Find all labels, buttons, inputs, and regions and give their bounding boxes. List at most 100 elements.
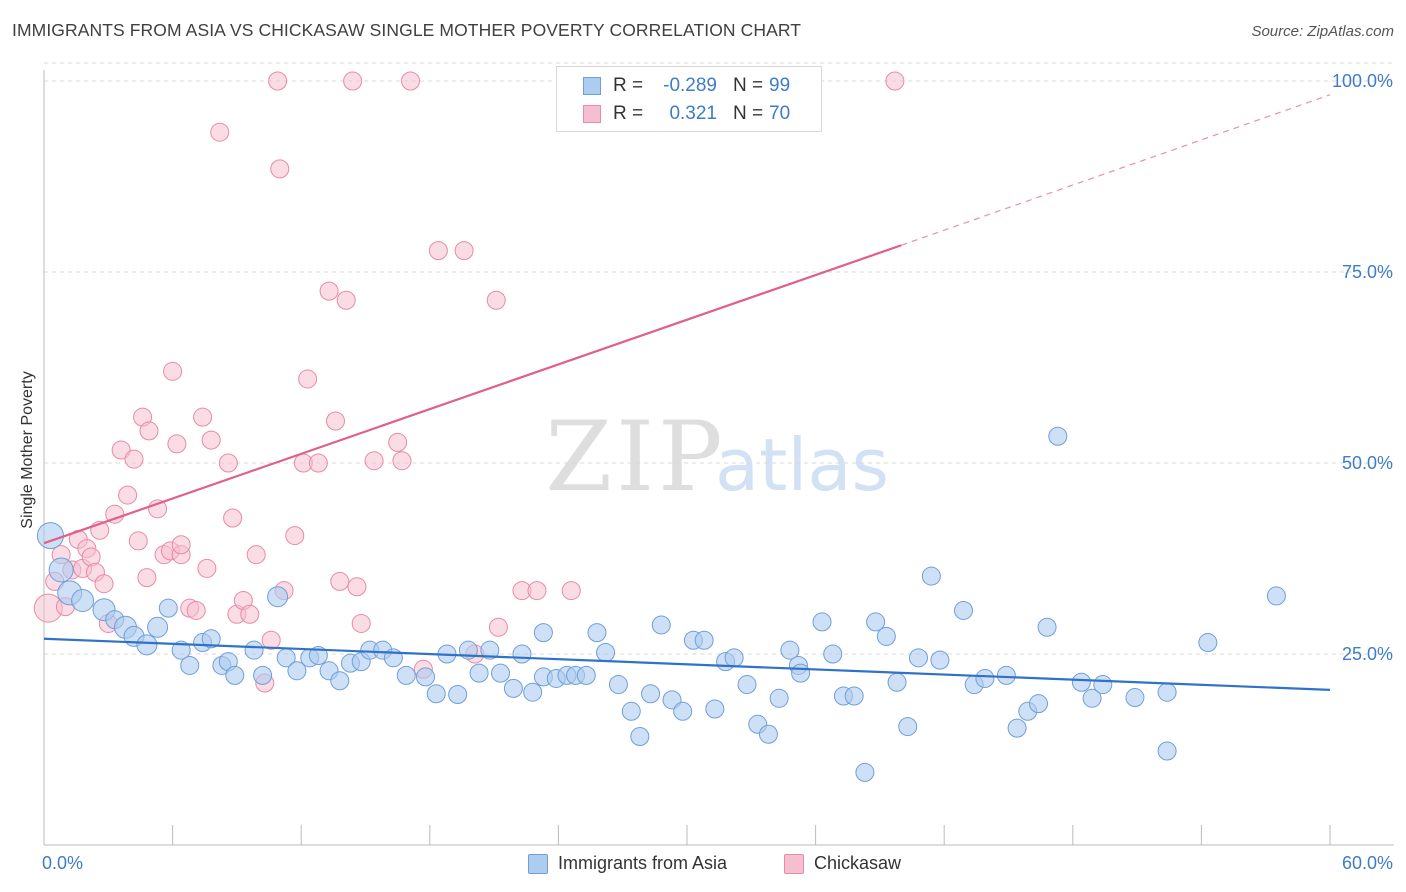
- chickasaw-points: [33, 71, 905, 693]
- data-point-asia: [898, 717, 918, 737]
- data-point-asia: [225, 665, 245, 685]
- data-point-chickasaw: [218, 453, 238, 473]
- axes: [43, 70, 1394, 846]
- data-point-chickasaw: [105, 504, 125, 524]
- data-point-chickasaw: [137, 568, 157, 588]
- data-point-asia: [758, 724, 778, 744]
- legend-swatch-pink: [784, 854, 804, 874]
- data-point-asia: [1007, 718, 1027, 738]
- data-point-asia: [1082, 688, 1102, 708]
- data-point-asia: [71, 589, 95, 613]
- data-point-chickasaw: [885, 71, 905, 91]
- legend: Immigrants from Asia Chickasaw: [0, 850, 1406, 880]
- x-tick-label-max: 60.0%: [1342, 853, 1393, 873]
- data-point-chickasaw: [319, 281, 339, 301]
- data-point-asia: [621, 701, 641, 721]
- trend-lines: [43, 94, 1331, 692]
- data-point-asia: [587, 623, 607, 643]
- data-point-asia: [823, 644, 843, 664]
- data-point-asia: [491, 663, 511, 683]
- data-point-asia: [866, 612, 886, 632]
- data-point-chickasaw: [210, 122, 230, 142]
- n-value: 70: [769, 103, 791, 124]
- data-point-chickasaw: [139, 421, 159, 441]
- n-value: 99: [769, 75, 791, 96]
- data-point-asia: [855, 762, 875, 782]
- data-point-asia: [1266, 586, 1286, 606]
- y-tick-label: 75.0%: [1342, 262, 1393, 282]
- legend-label-asia: Immigrants from Asia: [558, 853, 728, 873]
- data-point-asia: [136, 634, 158, 656]
- asia-points: [36, 426, 1286, 782]
- x-tick-label-min: 0.0%: [42, 853, 83, 873]
- data-point-asia: [448, 684, 468, 704]
- data-point-asia: [641, 684, 661, 704]
- data-point-chickasaw: [392, 451, 412, 471]
- data-point-asia: [533, 623, 553, 643]
- data-point-asia: [36, 522, 64, 550]
- watermark-atlas: atlas: [715, 423, 889, 507]
- data-point-asia: [930, 650, 950, 670]
- data-point-asia: [512, 644, 532, 664]
- data-point-asia: [908, 648, 928, 668]
- data-point-chickasaw: [298, 369, 318, 389]
- data-point-asia: [1037, 617, 1057, 637]
- data-point-chickasaw: [261, 630, 281, 650]
- y-tick-label: 100.0%: [1332, 71, 1393, 91]
- data-point-asia: [287, 661, 307, 681]
- data-point-asia: [876, 626, 896, 646]
- trend-line-chickasaw: [43, 244, 902, 545]
- n-label: N =: [733, 75, 764, 96]
- data-point-asia: [996, 665, 1016, 685]
- stats-row-blue: R = -0.289 N = 99: [557, 73, 821, 101]
- data-point-chickasaw: [193, 407, 213, 427]
- data-point-asia: [705, 699, 725, 719]
- data-point-asia: [1093, 675, 1113, 695]
- data-point-asia: [737, 675, 757, 695]
- data-point-asia: [651, 615, 671, 635]
- data-point-asia: [1071, 672, 1091, 692]
- y-axis-label: Single Mother Poverty: [19, 371, 36, 529]
- data-point-chickasaw: [454, 241, 474, 261]
- y-axis-label-wrap: Single Mother Poverty: [16, 250, 40, 650]
- data-point-asia: [887, 672, 907, 692]
- stats-box: R = -0.289 N = 99 R = 0.321 N = 70: [556, 66, 822, 132]
- data-point-asia: [416, 667, 436, 687]
- data-point-asia: [812, 612, 832, 632]
- data-point-asia: [576, 665, 596, 685]
- data-point-chickasaw: [186, 600, 206, 620]
- n-label: N =: [733, 103, 764, 124]
- data-point-asia: [480, 640, 500, 660]
- data-point-chickasaw: [364, 451, 384, 471]
- data-point-asia: [724, 648, 744, 668]
- data-point-asia: [791, 663, 811, 683]
- data-point-chickasaw: [240, 604, 260, 624]
- data-point-chickasaw: [111, 440, 131, 460]
- data-point-asia: [396, 665, 416, 685]
- data-point-chickasaw: [171, 535, 191, 555]
- r-label: R =: [613, 75, 644, 96]
- data-point-chickasaw: [197, 558, 217, 578]
- data-point-asia: [1029, 694, 1049, 714]
- data-point-chickasaw: [325, 411, 345, 431]
- data-point-asia: [769, 688, 789, 708]
- data-point-asia: [608, 675, 628, 695]
- data-point-asia: [673, 701, 693, 721]
- data-point-asia: [244, 640, 264, 660]
- gridlines: [44, 62, 1394, 655]
- data-point-asia: [503, 678, 523, 698]
- r-value: 0.321: [669, 103, 717, 124]
- data-point-asia: [158, 598, 178, 618]
- data-point-chickasaw: [270, 159, 290, 179]
- data-point-asia: [630, 727, 650, 747]
- data-point-chickasaw: [527, 581, 547, 601]
- y-tick-label: 25.0%: [1342, 644, 1393, 664]
- data-point-chickasaw: [223, 508, 243, 528]
- data-point-chickasaw: [118, 485, 138, 505]
- data-point-chickasaw: [94, 574, 114, 594]
- data-point-asia: [1125, 688, 1145, 708]
- data-point-chickasaw: [128, 531, 148, 551]
- data-point-asia: [469, 663, 489, 683]
- data-point-asia: [921, 566, 941, 586]
